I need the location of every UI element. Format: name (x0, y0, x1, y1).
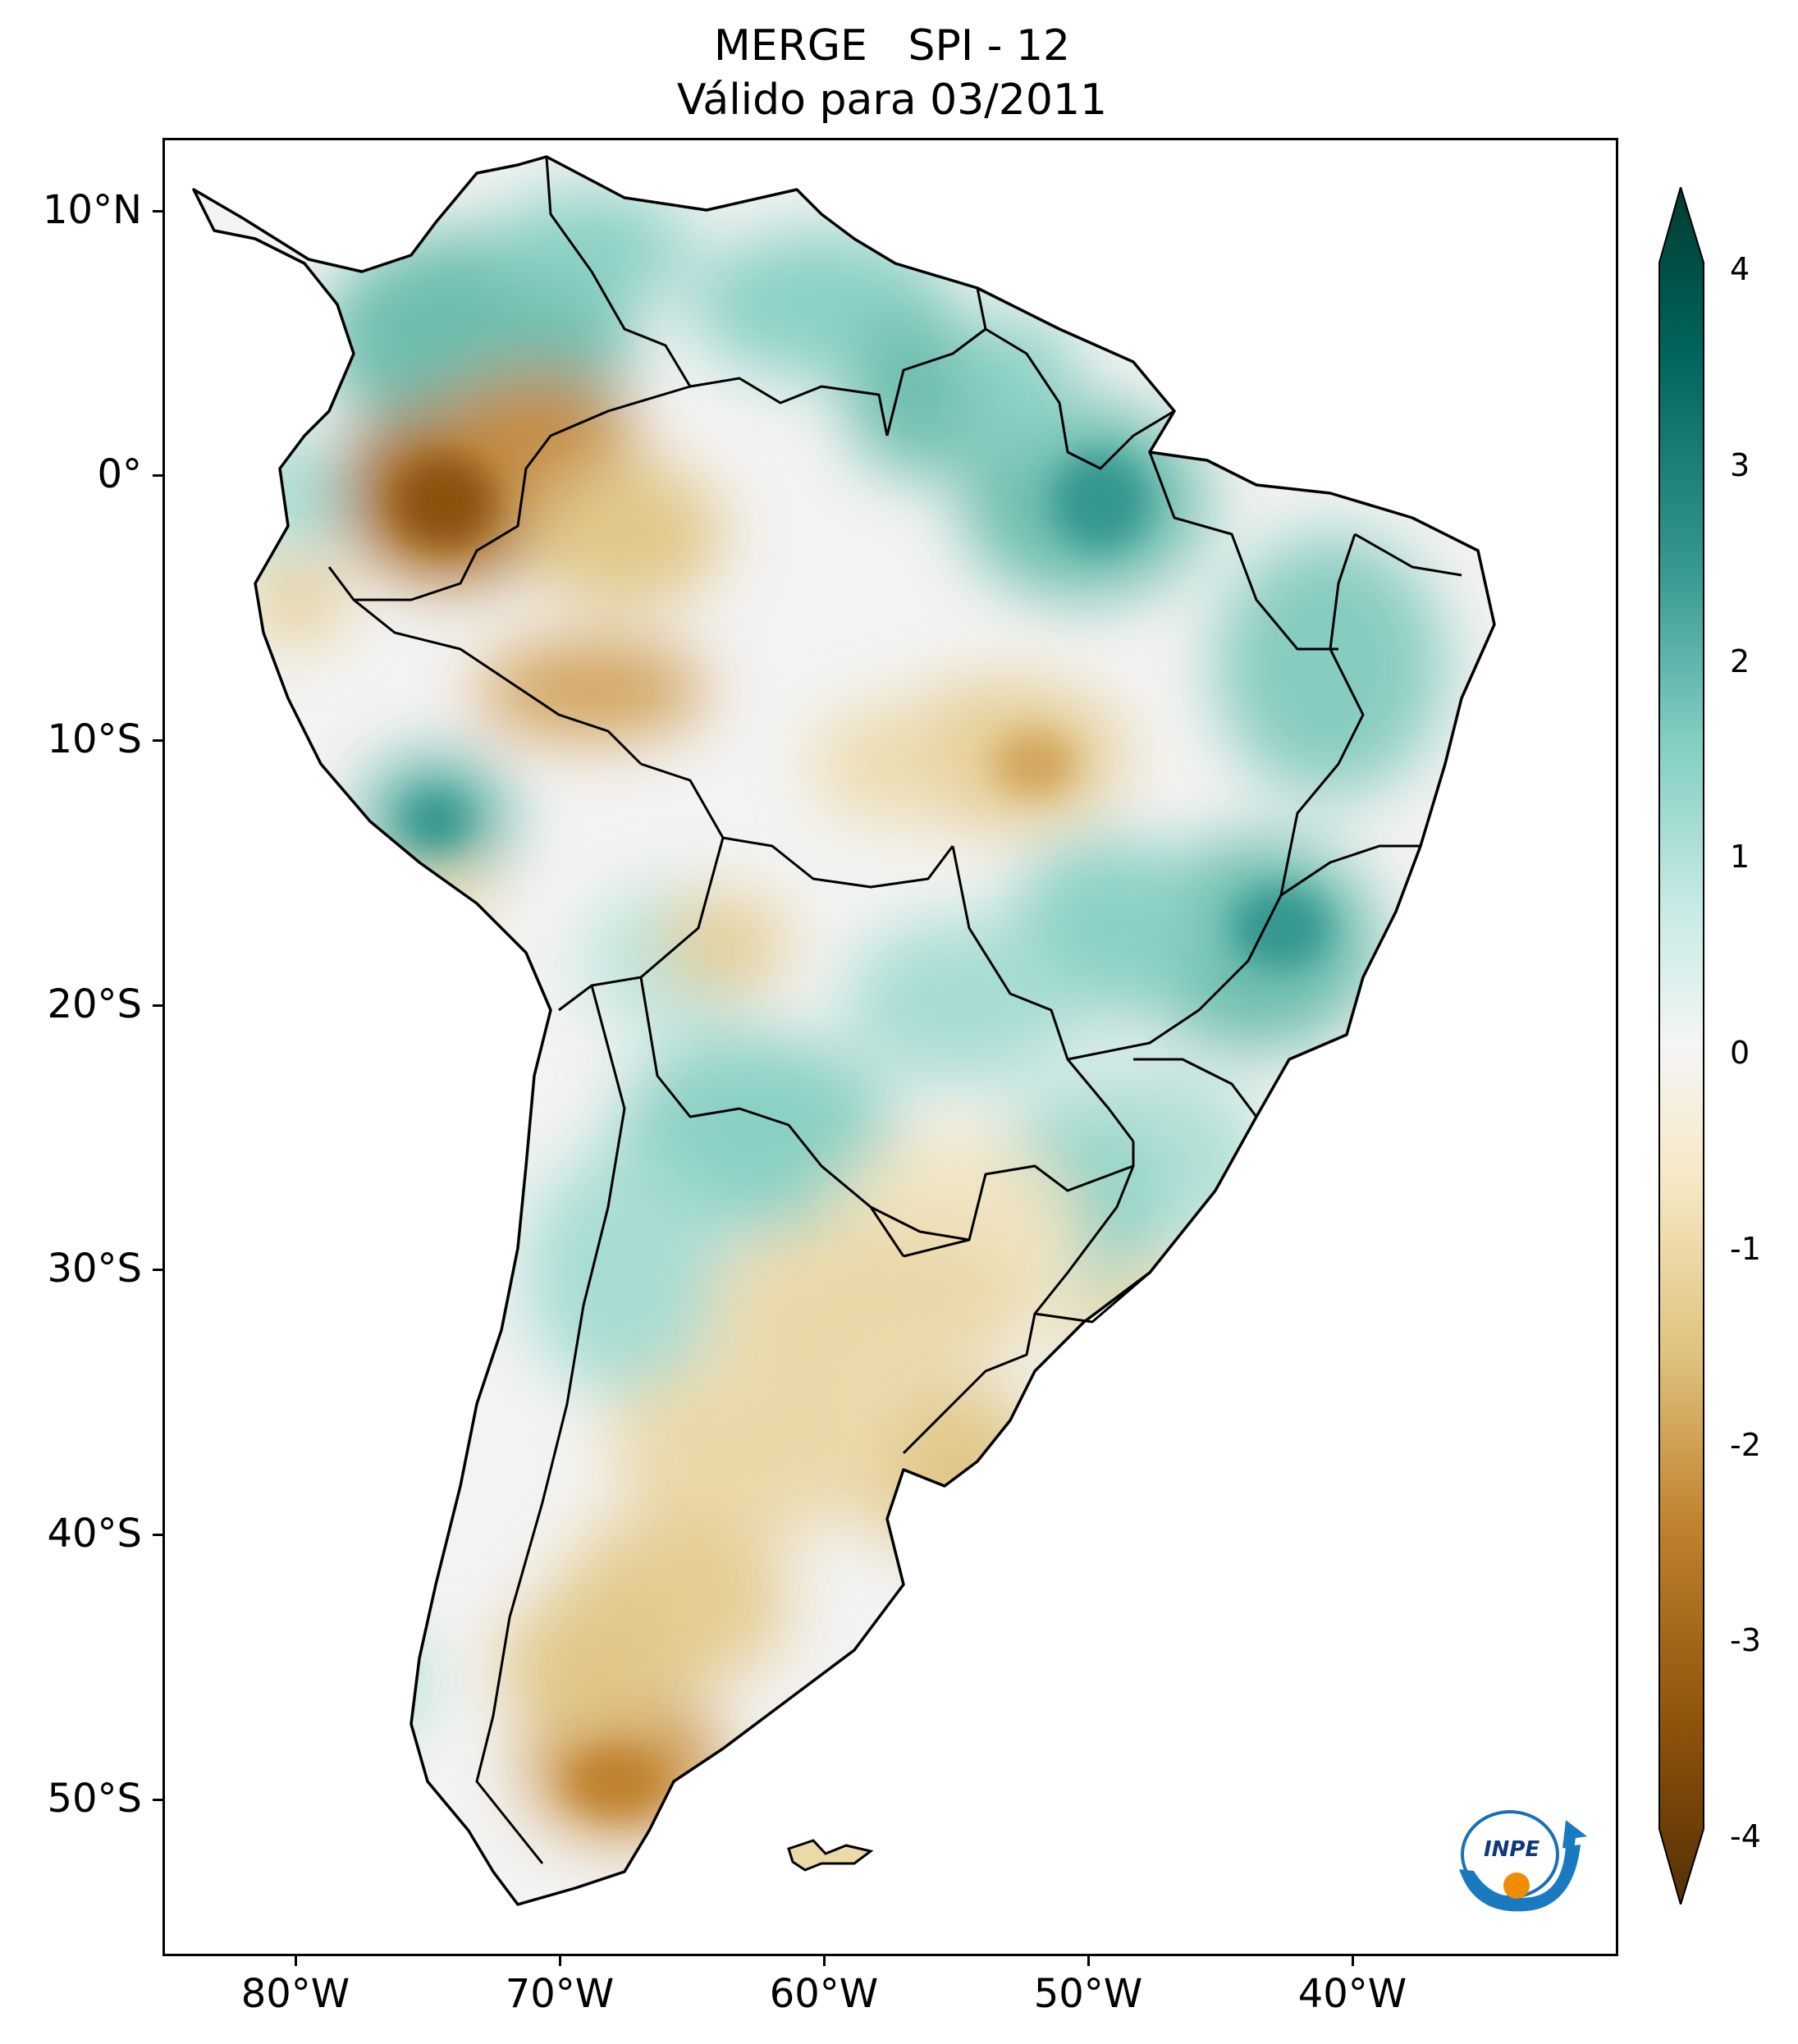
colorbar-tick-1: 1 (1730, 839, 1750, 875)
lat-label-40S: 40°S (47, 1511, 142, 1557)
south-america-map (192, 155, 1496, 1906)
inpe-logo: INPE (1459, 1810, 1587, 1912)
country-borders (327, 156, 1462, 1864)
lat-tick (153, 474, 162, 477)
lat-label-10S: 10°S (47, 716, 142, 762)
lat-label-0: 0° (97, 451, 142, 497)
lon-label-80W: 80°W (240, 1971, 350, 2017)
colorbar (1658, 187, 1704, 1905)
spi-field (231, 190, 1445, 1839)
lon-tick (823, 1956, 826, 1966)
chart-title-line1: MERGE SPI - 12 (713, 21, 1071, 71)
chart-title-line2: Válido para 03/2011 (676, 75, 1108, 125)
lat-tick (153, 1534, 162, 1536)
lon-tick (559, 1956, 561, 1966)
colorbar-tick-neg1: -1 (1730, 1231, 1761, 1267)
lat-tick (153, 739, 162, 742)
lat-label-50S: 50°S (47, 1776, 142, 1822)
inpe-logo-text: INPE (1484, 1837, 1540, 1862)
lat-tick (153, 1269, 162, 1271)
colorbar-tick-2: 2 (1730, 643, 1750, 679)
map-panel (162, 138, 1618, 1956)
colorbar-tick-4: 4 (1730, 251, 1750, 287)
lon-label-60W: 60°W (769, 1971, 879, 2017)
lon-tick (1087, 1956, 1090, 1966)
lon-tick (295, 1956, 297, 1966)
colorbar-tick-neg2: -2 (1730, 1427, 1761, 1463)
colorbar-tick-neg3: -3 (1730, 1622, 1761, 1658)
colorbar-tick-3: 3 (1730, 447, 1750, 483)
colorbar-tick-neg4: -4 (1730, 1818, 1761, 1854)
lat-tick (153, 1004, 162, 1007)
lon-label-70W: 70°W (505, 1971, 615, 2017)
lat-label-10N: 10°N (43, 187, 142, 233)
lon-tick (1352, 1956, 1354, 1966)
land-base (194, 157, 1494, 1905)
lat-label-20S: 20°S (47, 981, 142, 1027)
lon-label-40W: 40°W (1297, 1971, 1407, 2017)
coastline (192, 155, 1496, 1906)
colorbar-tick-0: 0 (1730, 1035, 1750, 1071)
lon-label-50W: 50°W (1033, 1971, 1143, 2017)
falkland-islands (787, 1839, 874, 1872)
lat-label-30S: 30°S (47, 1246, 142, 1292)
lat-tick (153, 210, 162, 213)
lat-tick (153, 1799, 162, 1801)
